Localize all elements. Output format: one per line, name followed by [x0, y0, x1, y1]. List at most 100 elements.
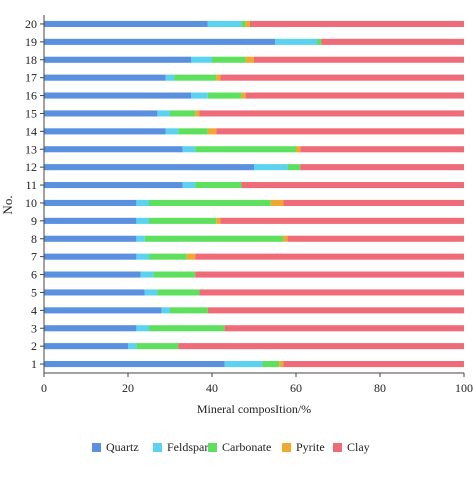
bar-segment-clay-8	[287, 235, 464, 242]
bar-segment-clay-9	[220, 217, 464, 224]
bar-segment-quartz-9	[44, 217, 137, 224]
legend-label: Feldspar	[167, 440, 208, 454]
y-tick-label: 10	[25, 196, 37, 210]
y-tick-label: 12	[25, 160, 37, 174]
bar-segment-clay-4	[207, 307, 465, 314]
legend-item-quartz: Quartz	[92, 440, 139, 454]
y-tick-label: 8	[31, 232, 37, 246]
bar-segment-feldspar-17	[165, 74, 175, 81]
bar-segment-feldspar-10	[136, 199, 149, 206]
legend-item-clay: Clay	[333, 440, 370, 454]
bar-segment-carbonate-17	[174, 74, 217, 81]
y-tick-label: 2	[31, 339, 37, 353]
x-tick-label: 100	[455, 381, 473, 395]
bar-segment-clay-13	[300, 146, 464, 153]
bar-segment-feldspar-15	[157, 110, 170, 117]
x-tick-label: 60	[290, 381, 302, 395]
bar-segment-feldspar-5	[144, 289, 158, 296]
bar-segment-carbonate-12	[287, 164, 301, 171]
bar-segment-carbonate-4	[170, 307, 208, 314]
y-tick-label: 16	[25, 89, 37, 103]
bar-segment-quartz-7	[44, 253, 137, 260]
legend-swatch	[153, 443, 162, 452]
x-tick-label: 0	[41, 381, 47, 395]
bar-segment-carbonate-9	[149, 217, 217, 224]
bar-segment-quartz-2	[44, 343, 128, 350]
legend-item-carbonate: Carbonate	[208, 440, 271, 454]
bar-segment-pyrite-16	[241, 92, 246, 99]
bar-segment-pyrite-18	[245, 56, 254, 63]
y-tick-label: 13	[25, 142, 37, 156]
bar-segment-quartz-10	[44, 199, 137, 206]
bar-segment-clay-10	[283, 199, 464, 206]
y-tick-label: 15	[25, 106, 37, 120]
x-tick-label: 20	[122, 381, 134, 395]
bar-segment-carbonate-19	[317, 38, 322, 45]
legend-swatch	[282, 443, 291, 452]
bar-segment-quartz-16	[44, 92, 191, 99]
bar-segment-pyrite-20	[245, 20, 250, 27]
y-tick-label: 3	[31, 321, 37, 335]
bar-segment-feldspar-13	[182, 146, 196, 153]
bar-segment-carbonate-14	[178, 128, 208, 135]
y-tick-label: 4	[31, 303, 37, 317]
legend-item-pyrite: Pyrite	[282, 440, 325, 454]
bar-segment-quartz-4	[44, 307, 162, 314]
bar-segment-clay-15	[199, 110, 464, 117]
bar-segment-feldspar-6	[140, 271, 154, 278]
y-tick-label: 18	[25, 53, 37, 67]
legend-label: Clay	[347, 440, 370, 454]
y-tick-label: 7	[31, 250, 37, 264]
y-tick-label: 20	[25, 17, 37, 31]
bar-segment-pyrite-13	[296, 146, 301, 153]
bar-segment-feldspar-18	[191, 56, 212, 63]
legend-swatch	[333, 443, 342, 452]
y-axis-title: No.	[0, 195, 15, 214]
bar-segment-feldspar-14	[165, 128, 179, 135]
bar-segment-feldspar-11	[182, 182, 196, 189]
bar-segment-carbonate-8	[144, 235, 284, 242]
y-tick-label: 5	[31, 285, 37, 299]
bar-segment-carbonate-20	[241, 20, 246, 27]
y-tick-label: 14	[25, 124, 37, 138]
bar-segment-carbonate-5	[157, 289, 200, 296]
bar-segment-clay-11	[241, 182, 464, 189]
legend-swatch	[92, 443, 101, 452]
bar-segment-quartz-11	[44, 182, 183, 189]
bar-segment-quartz-14	[44, 128, 166, 135]
bar-segment-feldspar-2	[128, 343, 137, 350]
bar-segment-pyrite-10	[270, 199, 284, 206]
bar-segment-carbonate-15	[170, 110, 196, 117]
x-tick-label: 80	[374, 381, 386, 395]
y-tick-label: 6	[31, 268, 37, 282]
bar-segment-clay-16	[245, 92, 464, 99]
bar-segment-quartz-12	[44, 164, 254, 171]
bar-segment-feldspar-1	[224, 361, 263, 368]
bar-segment-feldspar-4	[161, 307, 170, 314]
legend-label: Pyrite	[296, 440, 325, 454]
bar-segment-quartz-17	[44, 74, 166, 81]
x-axis-title: Mineral composItion/%	[197, 402, 311, 416]
y-tick-label: 19	[25, 35, 37, 49]
y-tick-label: 1	[31, 357, 37, 371]
bar-segment-quartz-19	[44, 38, 275, 45]
bar-segment-pyrite-1	[279, 361, 284, 368]
bar-segment-carbonate-6	[153, 271, 196, 278]
bar-segment-clay-6	[195, 271, 464, 278]
legend-item-feldspar: Feldspar	[153, 440, 208, 454]
bar-segment-clay-12	[300, 164, 464, 171]
bar-segment-feldspar-19	[275, 38, 317, 45]
legend-swatch	[208, 443, 217, 452]
y-tick-label: 11	[25, 178, 37, 192]
bar-segment-carbonate-11	[195, 182, 242, 189]
bar-segment-quartz-13	[44, 146, 183, 153]
bar-segment-carbonate-10	[149, 199, 271, 206]
y-tick-label: 9	[31, 214, 37, 228]
legend: Quartz Feldspar Carbonate Pyrite Clay	[92, 440, 370, 454]
bar-segment-clay-20	[249, 20, 464, 27]
bar-segment-pyrite-14	[207, 128, 217, 135]
bar-segment-quartz-1	[44, 361, 225, 368]
bar-segment-carbonate-2	[136, 343, 179, 350]
bar-segment-carbonate-18	[212, 56, 246, 63]
bar-segment-clay-3	[224, 325, 464, 332]
